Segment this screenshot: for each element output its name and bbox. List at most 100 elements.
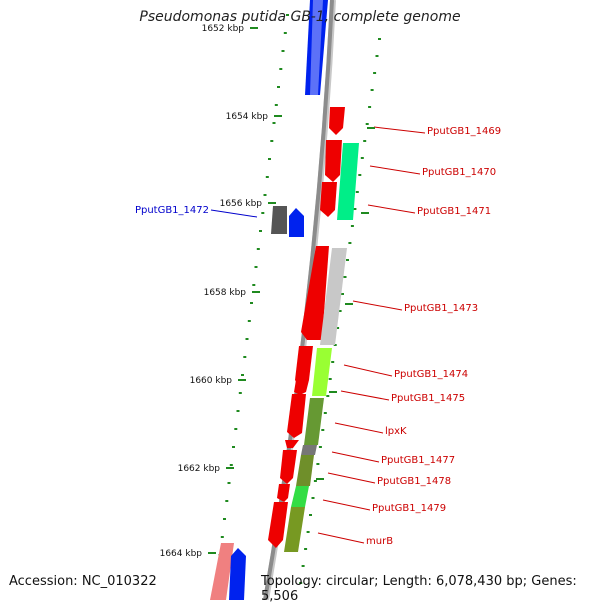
tick-dot-outer: [311, 497, 315, 499]
leader-line: [327, 472, 376, 484]
scale-label: 1664 kbp: [160, 549, 203, 559]
gene-arrow-1473: [301, 246, 329, 340]
tick-dot-inner: [265, 176, 269, 178]
tick-dot-outer: [326, 395, 330, 397]
gene-label: PputGB1_1477: [381, 455, 455, 466]
scale-tick: [252, 291, 260, 293]
tick-dot-inner: [283, 32, 287, 34]
scale-tick: [208, 552, 216, 554]
gene-label: PputGB1_1474: [394, 369, 468, 380]
map-title: Pseudomonas putida GB-1, complete genome: [139, 9, 461, 25]
tick-dot-inner: [247, 320, 251, 322]
gene-labels: PputGB1_1469 PputGB1_1470 PputGB1_1471 Pput…: [135, 126, 501, 547]
gene-arrow-1471: [320, 182, 337, 217]
tick-dot-inner: [252, 284, 256, 286]
tick-dot-inner: [227, 482, 231, 484]
leader-line: [369, 165, 421, 175]
scale-tick: [329, 391, 337, 393]
scale-label: 1658 kbp: [204, 288, 247, 298]
gene-label: PputGB1_1479: [372, 503, 446, 514]
scale-tick: [250, 27, 258, 29]
leader-line: [373, 126, 426, 134]
tick-dot-inner: [261, 212, 265, 214]
tick-dot-outer: [368, 106, 372, 108]
leader-line: [322, 499, 371, 511]
tick-dot-outer: [350, 225, 354, 227]
gene-label: PputGB1_1478: [377, 476, 451, 487]
tick-dot-inner: [263, 194, 267, 196]
gene-arrow-1479: [277, 484, 290, 502]
scale-labels: 1652 kbp 1654 kbp 1656 kbp 1658 kbp 1660 kbp…: [160, 24, 375, 559]
tick-dot-inner: [279, 68, 283, 70]
tick-dot-inner: [225, 500, 229, 502]
gene-label: PputGB1_1472: [135, 205, 209, 216]
tick-dot-inner: [254, 266, 258, 268]
gene-label: PputGB1_1475: [391, 393, 465, 404]
gene-arrow-1472: [289, 208, 304, 237]
tick-dot-inner: [259, 230, 262, 232]
tick-dot-outer: [348, 242, 352, 244]
tick-dot-outer: [341, 293, 344, 295]
tick-dot-outer: [299, 582, 303, 584]
gene-arrow-1475: [294, 380, 309, 395]
gene-block-1479: [291, 486, 309, 507]
tick-dot-inner: [274, 104, 278, 106]
tick-dot-inner: [268, 158, 271, 160]
gene-label: PputGB1_1470: [422, 167, 496, 178]
tick-dot-inner: [232, 446, 235, 448]
leader-line: [210, 209, 258, 218]
tick-dot-inner: [286, 14, 289, 16]
gene-block-1477: [301, 445, 317, 455]
tick-dot-outer: [301, 565, 305, 567]
gene-label: PputGB1_1473: [404, 303, 478, 314]
scale-tick: [274, 115, 282, 117]
tick-dot-outer: [304, 548, 308, 550]
scale-tick: [238, 379, 246, 381]
leader-line: [352, 300, 403, 311]
gene-block-murB: [284, 507, 305, 552]
scale-tick: [268, 202, 276, 204]
gene-block-bottom-pink: [210, 543, 234, 600]
gene-label: PputGB1_1471: [417, 206, 491, 217]
scale-label: 1656 kbp: [220, 199, 263, 209]
scale-tick: [361, 212, 369, 214]
gene-block-1470: [337, 143, 359, 220]
tick-dot-outer: [363, 140, 367, 142]
tick-dot-outer: [373, 72, 377, 74]
tick-dot-inner: [241, 374, 244, 376]
tick-dot-inner: [281, 50, 285, 52]
gene-label: murB: [366, 536, 393, 547]
scale-tick: [345, 303, 353, 305]
leader-line: [367, 204, 416, 214]
tick-dot-outer: [375, 55, 379, 57]
scale-tick: [316, 478, 324, 480]
tick-dot-outer: [336, 327, 340, 329]
tick-dot-outer: [358, 174, 362, 176]
gene-block-1473: [320, 248, 347, 345]
tick-dot-outer: [365, 123, 369, 125]
gene-block-1472: [271, 206, 287, 234]
gene-arrow-1474: [295, 346, 313, 388]
tick-dot-outer: [378, 38, 381, 40]
gene-features: [210, 0, 359, 600]
scale-tick: [226, 467, 234, 469]
scale-label: 1652 kbp: [202, 24, 245, 34]
gene-arrow-1469: [329, 107, 345, 135]
gene-arrow-1470: [325, 140, 342, 182]
scale-tick: [367, 127, 375, 129]
gene-arrow-lpxK: [287, 394, 306, 438]
gene-arrow-1477: [285, 440, 299, 448]
leader-line: [334, 422, 384, 434]
tick-dot-outer: [346, 259, 349, 261]
tick-dot-outer: [316, 463, 320, 465]
tick-dot-outer: [333, 344, 337, 346]
tick-dot-outer: [323, 412, 327, 414]
tick-dot-inner: [236, 410, 240, 412]
label-leaders: [210, 126, 426, 544]
gene-block-1474: [312, 348, 332, 396]
leader-line: [317, 532, 365, 544]
accession-text: Accession: NC_010322: [9, 574, 157, 589]
tick-dot-inner: [220, 536, 224, 538]
